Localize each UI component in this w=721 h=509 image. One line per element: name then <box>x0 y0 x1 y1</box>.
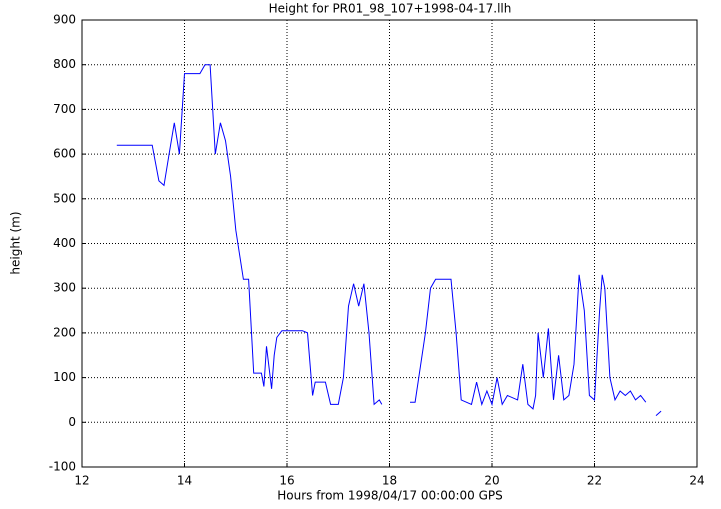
x-tick-label: 22 <box>587 474 602 488</box>
y-tick-label: -100 <box>49 460 76 474</box>
y-tick-label: 300 <box>53 281 76 295</box>
y-axis-label: height (m) <box>9 211 23 274</box>
y-tick-label: 0 <box>68 415 76 429</box>
y-tick-label: 500 <box>53 191 76 205</box>
x-tick-label: 16 <box>279 474 294 488</box>
data-line <box>116 64 662 416</box>
y-tick-label: 200 <box>53 325 76 339</box>
x-axis-label: Hours from 1998/04/17 00:00:00 GPS <box>277 489 503 503</box>
x-tick-label: 24 <box>689 474 704 488</box>
x-tick-label: 14 <box>177 474 192 488</box>
y-tick-label: 900 <box>53 13 76 27</box>
y-tick-label: 600 <box>53 147 76 161</box>
x-tick-label: 18 <box>382 474 397 488</box>
y-tick-label: 700 <box>53 102 76 116</box>
x-tick-label: 12 <box>74 474 89 488</box>
x-tick-label: 20 <box>484 474 499 488</box>
y-tick-label: 800 <box>53 57 76 71</box>
y-tick-label: 400 <box>53 236 76 250</box>
chart-title: Height for PR01_98_107+1998-04-17.llh <box>269 2 512 16</box>
y-tick-label: 100 <box>53 370 76 384</box>
plot-frame <box>81 19 698 468</box>
